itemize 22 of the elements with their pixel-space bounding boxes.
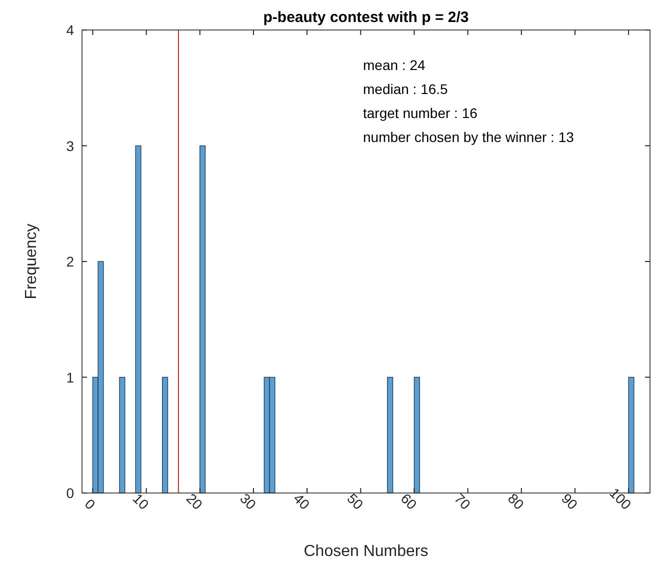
y-tick-label: 1 (66, 369, 74, 386)
annotation: median : 16.5 (363, 81, 448, 97)
x-tick-label: 0 (82, 496, 99, 513)
x-tick-label: 60 (398, 490, 420, 513)
x-tick-label: 20 (183, 490, 206, 513)
y-tick-label: 2 (66, 254, 74, 270)
x-tick-label: 40 (290, 490, 314, 513)
y-tick-label: 4 (66, 22, 74, 38)
x-tick-label: 70 (451, 490, 474, 513)
y-tick-label: 3 (66, 138, 74, 154)
annotation: number chosen by the winner : 13 (363, 129, 574, 145)
annotation: mean : 24 (363, 57, 426, 73)
annotation: target number : 16 (363, 105, 478, 121)
x-tick-label: 50 (344, 490, 367, 513)
chart-title: p-beauty contest with p = 2/3 (263, 9, 469, 26)
x-tick-label: 10 (130, 490, 152, 513)
x-tick-label: 80 (504, 490, 528, 513)
x-tick-label: 90 (558, 490, 581, 513)
x-axis-title: Chosen Numbers (304, 543, 428, 560)
x-tick-label: 30 (236, 490, 260, 513)
y-axis-title: Frequency (23, 224, 40, 300)
x-tick-label: 100 (606, 484, 635, 513)
